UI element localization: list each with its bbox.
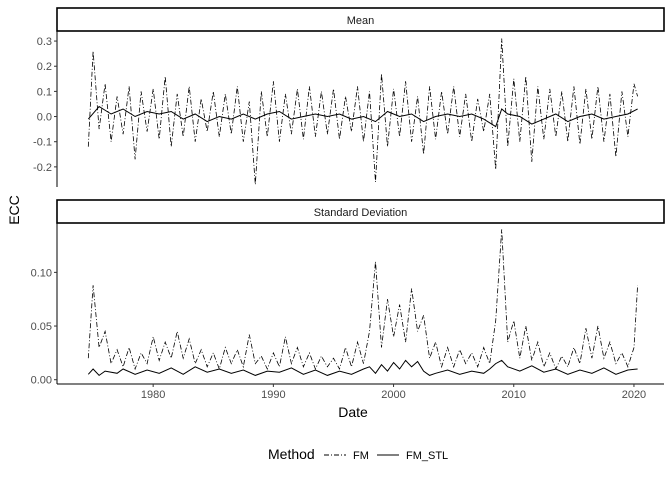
series-sd — [87, 229, 638, 377]
y-tick-label-mean: -0.2 — [33, 162, 52, 174]
series-line-fm-mean — [87, 38, 638, 185]
strip-standard-deviation-label: Standard Deviation — [314, 207, 408, 219]
legend-label-fm-stl: FM_STL — [406, 450, 448, 462]
strip-standard-deviation — [56, 199, 665, 224]
strip-mean — [56, 7, 665, 32]
y-tick-label-sd: 0.10 — [31, 267, 52, 279]
y-tick-label-mean: -0.1 — [33, 137, 52, 149]
x-tick-label: 2000 — [381, 389, 405, 401]
y-axis-title: ECC — [6, 195, 22, 225]
x-tick-label: 2020 — [622, 389, 646, 401]
x-tick-label: 1990 — [261, 389, 285, 401]
legend-title: Method — [268, 446, 315, 462]
y-ticks-mean: 0.3 0.2 0.1 0.0 -0.1 -0.2 — [33, 36, 57, 174]
x-tick-label: 2010 — [502, 389, 526, 401]
legend-label-fm: FM — [353, 450, 369, 462]
x-tick-label: 1980 — [141, 389, 165, 401]
panel-standard-deviation: Standard Deviation 0.10 0.05 0.00 — [31, 199, 665, 387]
y-tick-label-sd: 0.00 — [31, 375, 52, 387]
strip-mean-label: Mean — [347, 15, 375, 27]
y-tick-label-mean: 0.2 — [37, 61, 52, 73]
panel-mean: Mean 0.3 0.2 0.1 0.0 -0.1 -0.2 — [33, 7, 665, 187]
x-ticks: 1980 1990 2000 2010 2020 — [141, 384, 646, 401]
legend: Method FM FM_STL — [268, 446, 448, 462]
series-line-fm-stl-sd — [87, 359, 638, 377]
y-tick-label-mean: 0.0 — [37, 112, 52, 124]
y-tick-label-sd: 0.05 — [31, 321, 52, 333]
x-axis-title: Date — [338, 404, 368, 420]
series-line-fm-sd — [87, 229, 638, 371]
series-mean — [87, 38, 638, 185]
series-line-fm-stl-mean — [87, 105, 638, 128]
y-ticks-sd: 0.10 0.05 0.00 — [31, 267, 57, 387]
y-tick-label-mean: 0.3 — [37, 36, 52, 48]
y-tick-label-mean: 0.1 — [37, 86, 52, 98]
